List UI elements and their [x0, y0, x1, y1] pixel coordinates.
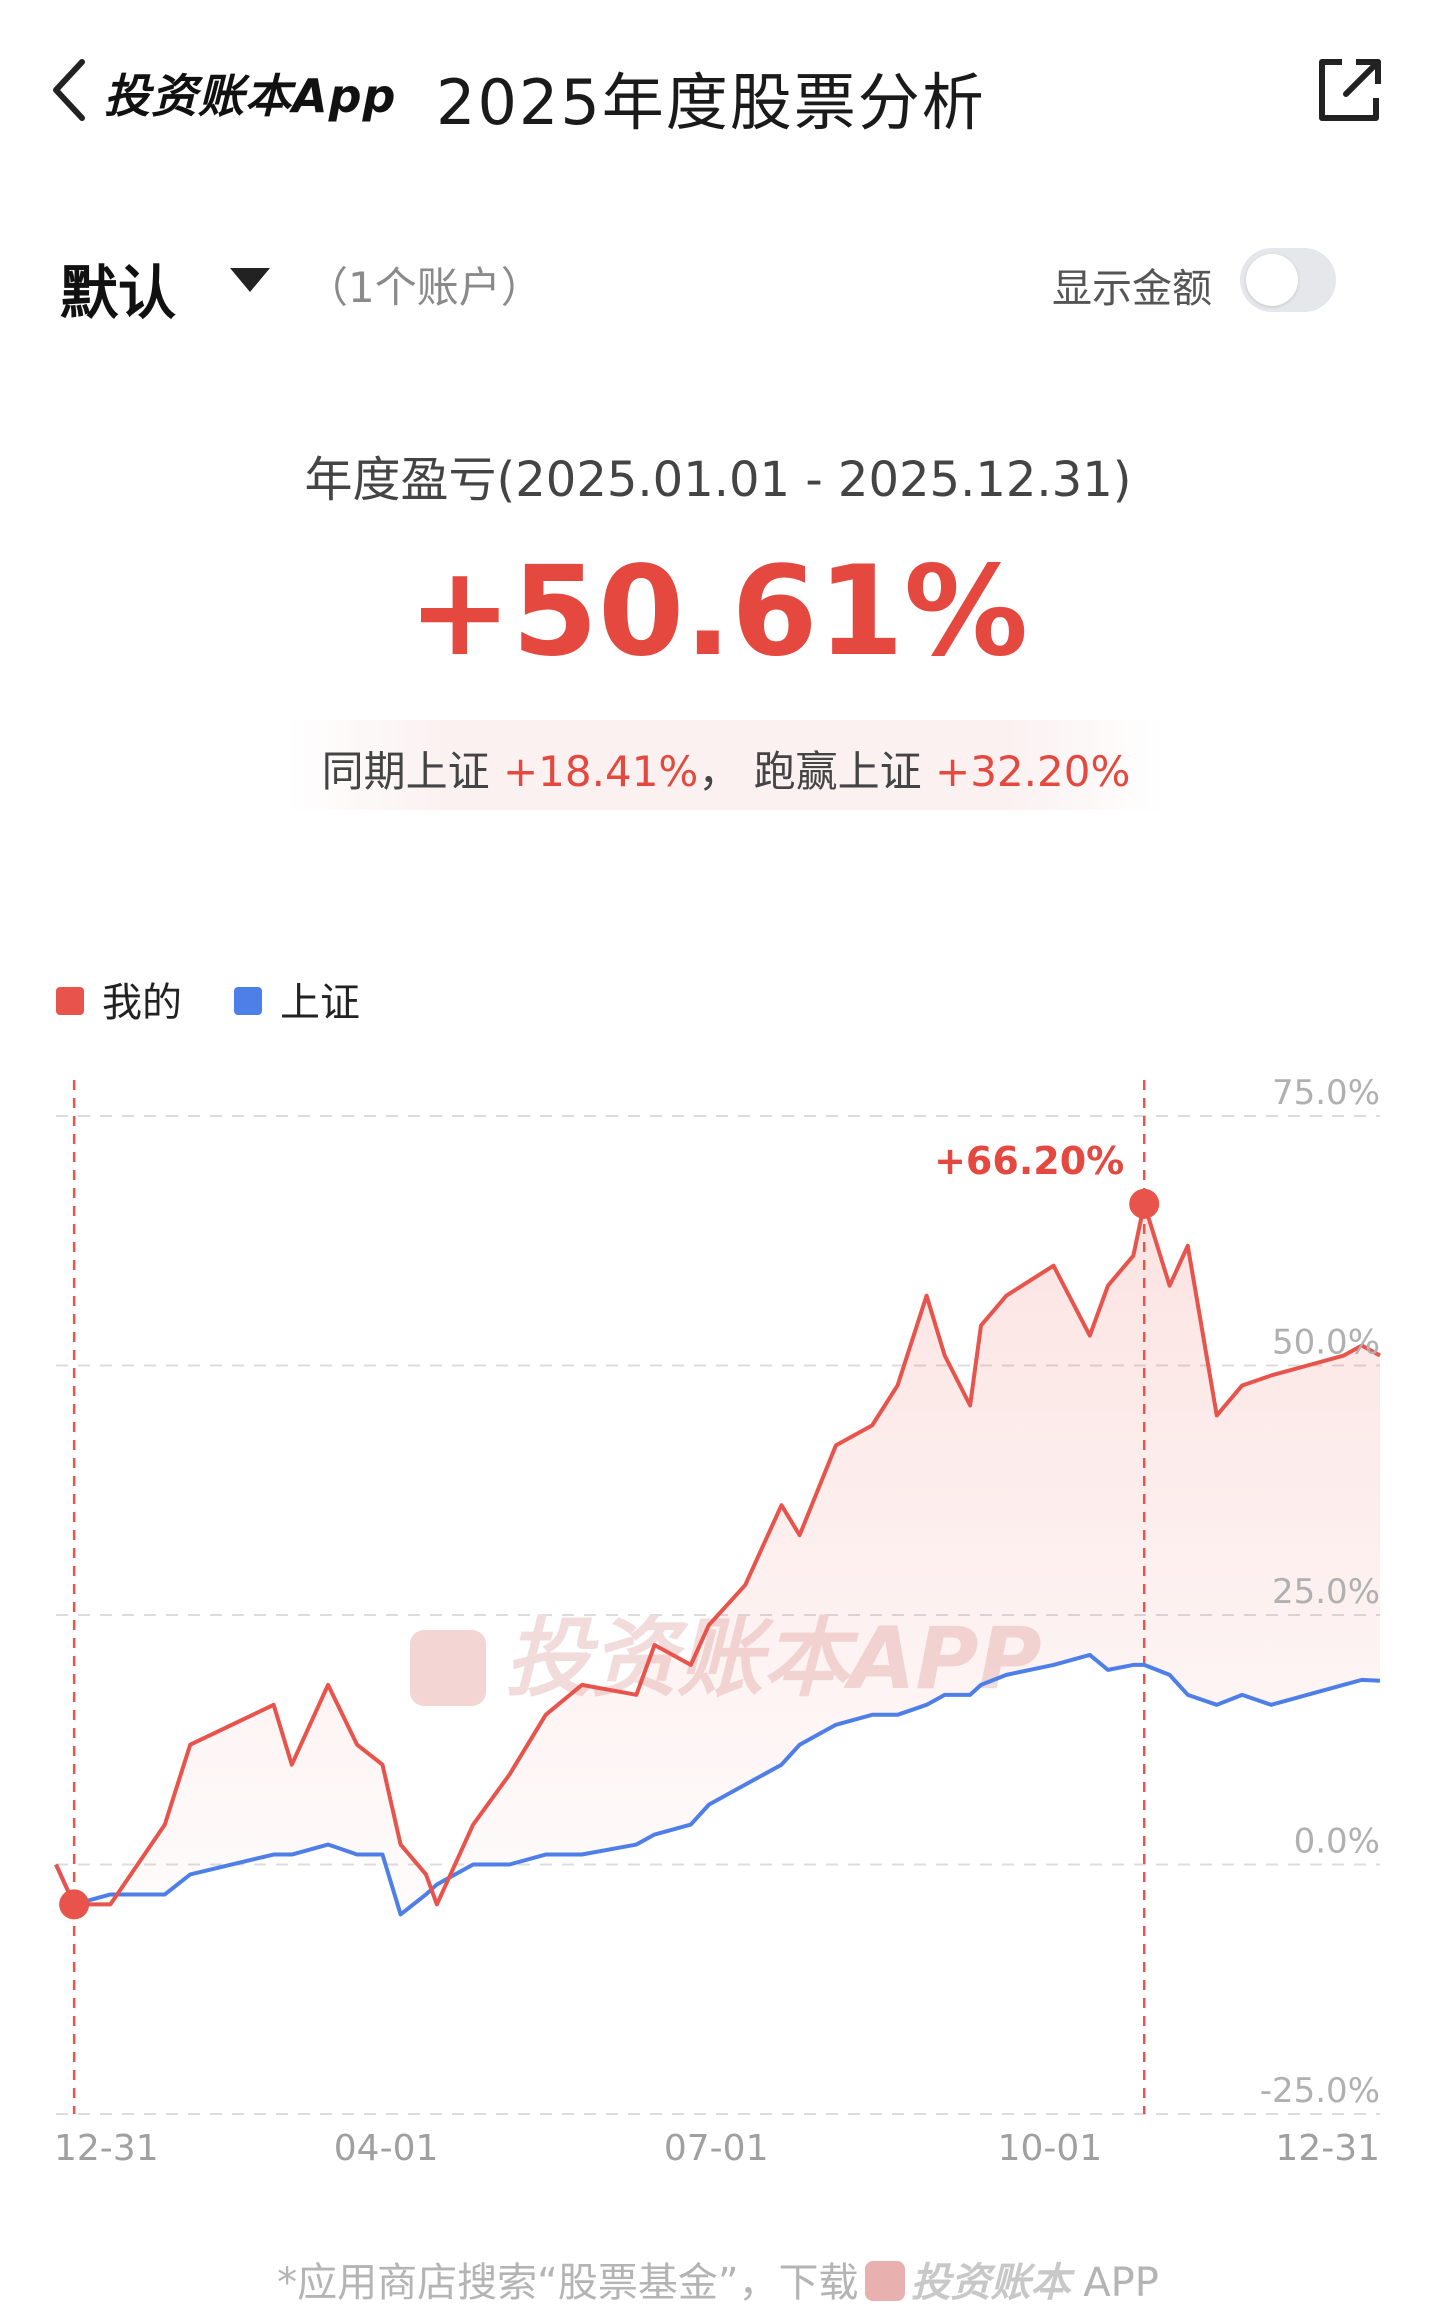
- toggle-knob: [1246, 254, 1298, 306]
- x-tick-label: 07-01: [664, 2128, 769, 2169]
- x-tick-label: 12-31: [54, 2128, 159, 2169]
- share-button[interactable]: [1314, 56, 1384, 126]
- share-icon: [1319, 59, 1381, 121]
- show-amount-label: 显示金额: [1052, 266, 1212, 312]
- legend-label-mine: 我的: [102, 980, 182, 1026]
- footer-promo: *应用商店搜索“股票基金”，下载 投资账本 APP: [0, 2250, 1436, 2308]
- account-name[interactable]: 默认: [60, 259, 177, 327]
- account-selector-row: 默认 （1个账户） 显示金额: [0, 240, 1436, 327]
- x-tick-label: 12-31: [1275, 2128, 1380, 2169]
- index-label: 同期上证: [321, 747, 503, 796]
- annual-return-value: +50.61%: [407, 540, 1029, 684]
- y-tick-label: 25.0%: [1272, 1572, 1380, 1612]
- legend-swatch-mine: [56, 987, 84, 1015]
- mine-series-line: [54, 1201, 1381, 1907]
- excess-label: ， 跑赢上证: [698, 747, 936, 796]
- footer-suffix: APP: [1070, 2260, 1159, 2306]
- x-tick-label: 04-01: [334, 2128, 439, 2169]
- footer-text: *应用商店搜索“股票基金”，下载: [277, 2260, 859, 2306]
- back-button[interactable]: [48, 58, 92, 122]
- watermark-logo-icon: [410, 1630, 486, 1706]
- page-title: 2025年度股票分析: [436, 66, 986, 139]
- peak-value-label: +66.20%: [934, 1139, 1124, 1183]
- dropdown-arrow-icon[interactable]: [230, 268, 270, 298]
- index-return: +18.41%: [502, 747, 699, 796]
- y-tick-label: 75.0%: [1272, 1073, 1380, 1113]
- index-series-line: [54, 1652, 1381, 1917]
- start-point-marker: [59, 1889, 90, 1920]
- app-brand: 投资账本App: [104, 69, 397, 123]
- show-amount-toggle[interactable]: [1240, 248, 1336, 312]
- top-bar: 投资账本App 2025年度股票分析: [0, 0, 1436, 180]
- y-tick-label: 50.0%: [1272, 1323, 1380, 1363]
- y-tick-label: 0.0%: [1294, 1822, 1380, 1862]
- excess-return: +32.20%: [935, 747, 1131, 796]
- footer-logo-icon: [864, 2261, 905, 2301]
- benchmark-comparison: 同期上证 +18.41%， 跑赢上证 +32.20%: [286, 720, 1166, 810]
- x-tick-label: 10-01: [998, 2128, 1103, 2169]
- legend-item-mine: 我的: [56, 970, 182, 1028]
- footer-brand: 投资账本: [910, 2260, 1071, 2306]
- annual-pnl-label: 年度盈亏(2025.01.01 - 2025.12.31): [304, 452, 1132, 508]
- account-count: （1个账户）: [306, 263, 543, 312]
- peak-point-marker: [1129, 1188, 1160, 1219]
- legend-swatch-index: [234, 987, 262, 1015]
- chevron-left-icon: [53, 59, 85, 121]
- y-tick-label: -25.0%: [1260, 2071, 1380, 2111]
- mine-area-fill: [56, 1203, 1380, 1915]
- legend-item-index: 上证: [234, 970, 360, 1028]
- legend-label-index: 上证: [280, 980, 360, 1026]
